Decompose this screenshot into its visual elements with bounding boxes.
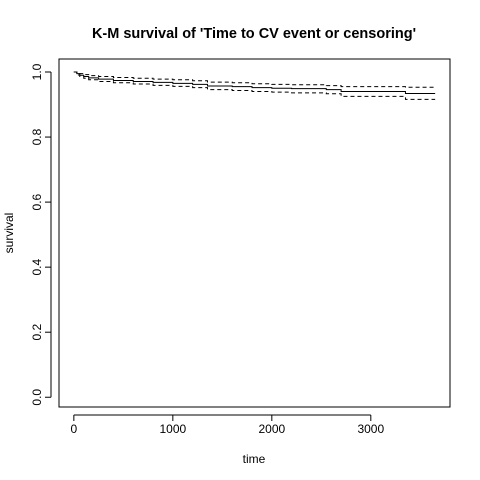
series-upper-ci bbox=[73, 71, 436, 88]
y-tick-label: 0.0 bbox=[30, 389, 44, 406]
plot-frame bbox=[58, 58, 451, 408]
x-tick-label: 2000 bbox=[258, 422, 285, 436]
y-tick-label: 0.6 bbox=[30, 193, 44, 210]
series-group bbox=[73, 71, 436, 100]
chart-title: K-M survival of 'Time to CV event or cen… bbox=[92, 26, 416, 42]
y-axis: 0.0 0.2 0.4 0.6 0.8 1.0 bbox=[30, 63, 52, 406]
x-tick-label: 3000 bbox=[357, 422, 384, 436]
y-tick-label: 0.8 bbox=[30, 128, 44, 145]
x-tick-label: 1000 bbox=[159, 422, 186, 436]
y-tick-label: 0.2 bbox=[30, 324, 44, 341]
x-tick-label: 0 bbox=[71, 422, 78, 436]
series-estimate bbox=[73, 71, 436, 94]
y-tick-label: 0.4 bbox=[30, 258, 44, 275]
series-lower-ci bbox=[73, 71, 436, 100]
y-tick-label: 1.0 bbox=[30, 63, 44, 80]
x-axis: 0 1000 2000 3000 bbox=[71, 414, 384, 436]
y-axis-label: survival bbox=[2, 213, 16, 254]
x-axis-label: time bbox=[243, 452, 266, 466]
